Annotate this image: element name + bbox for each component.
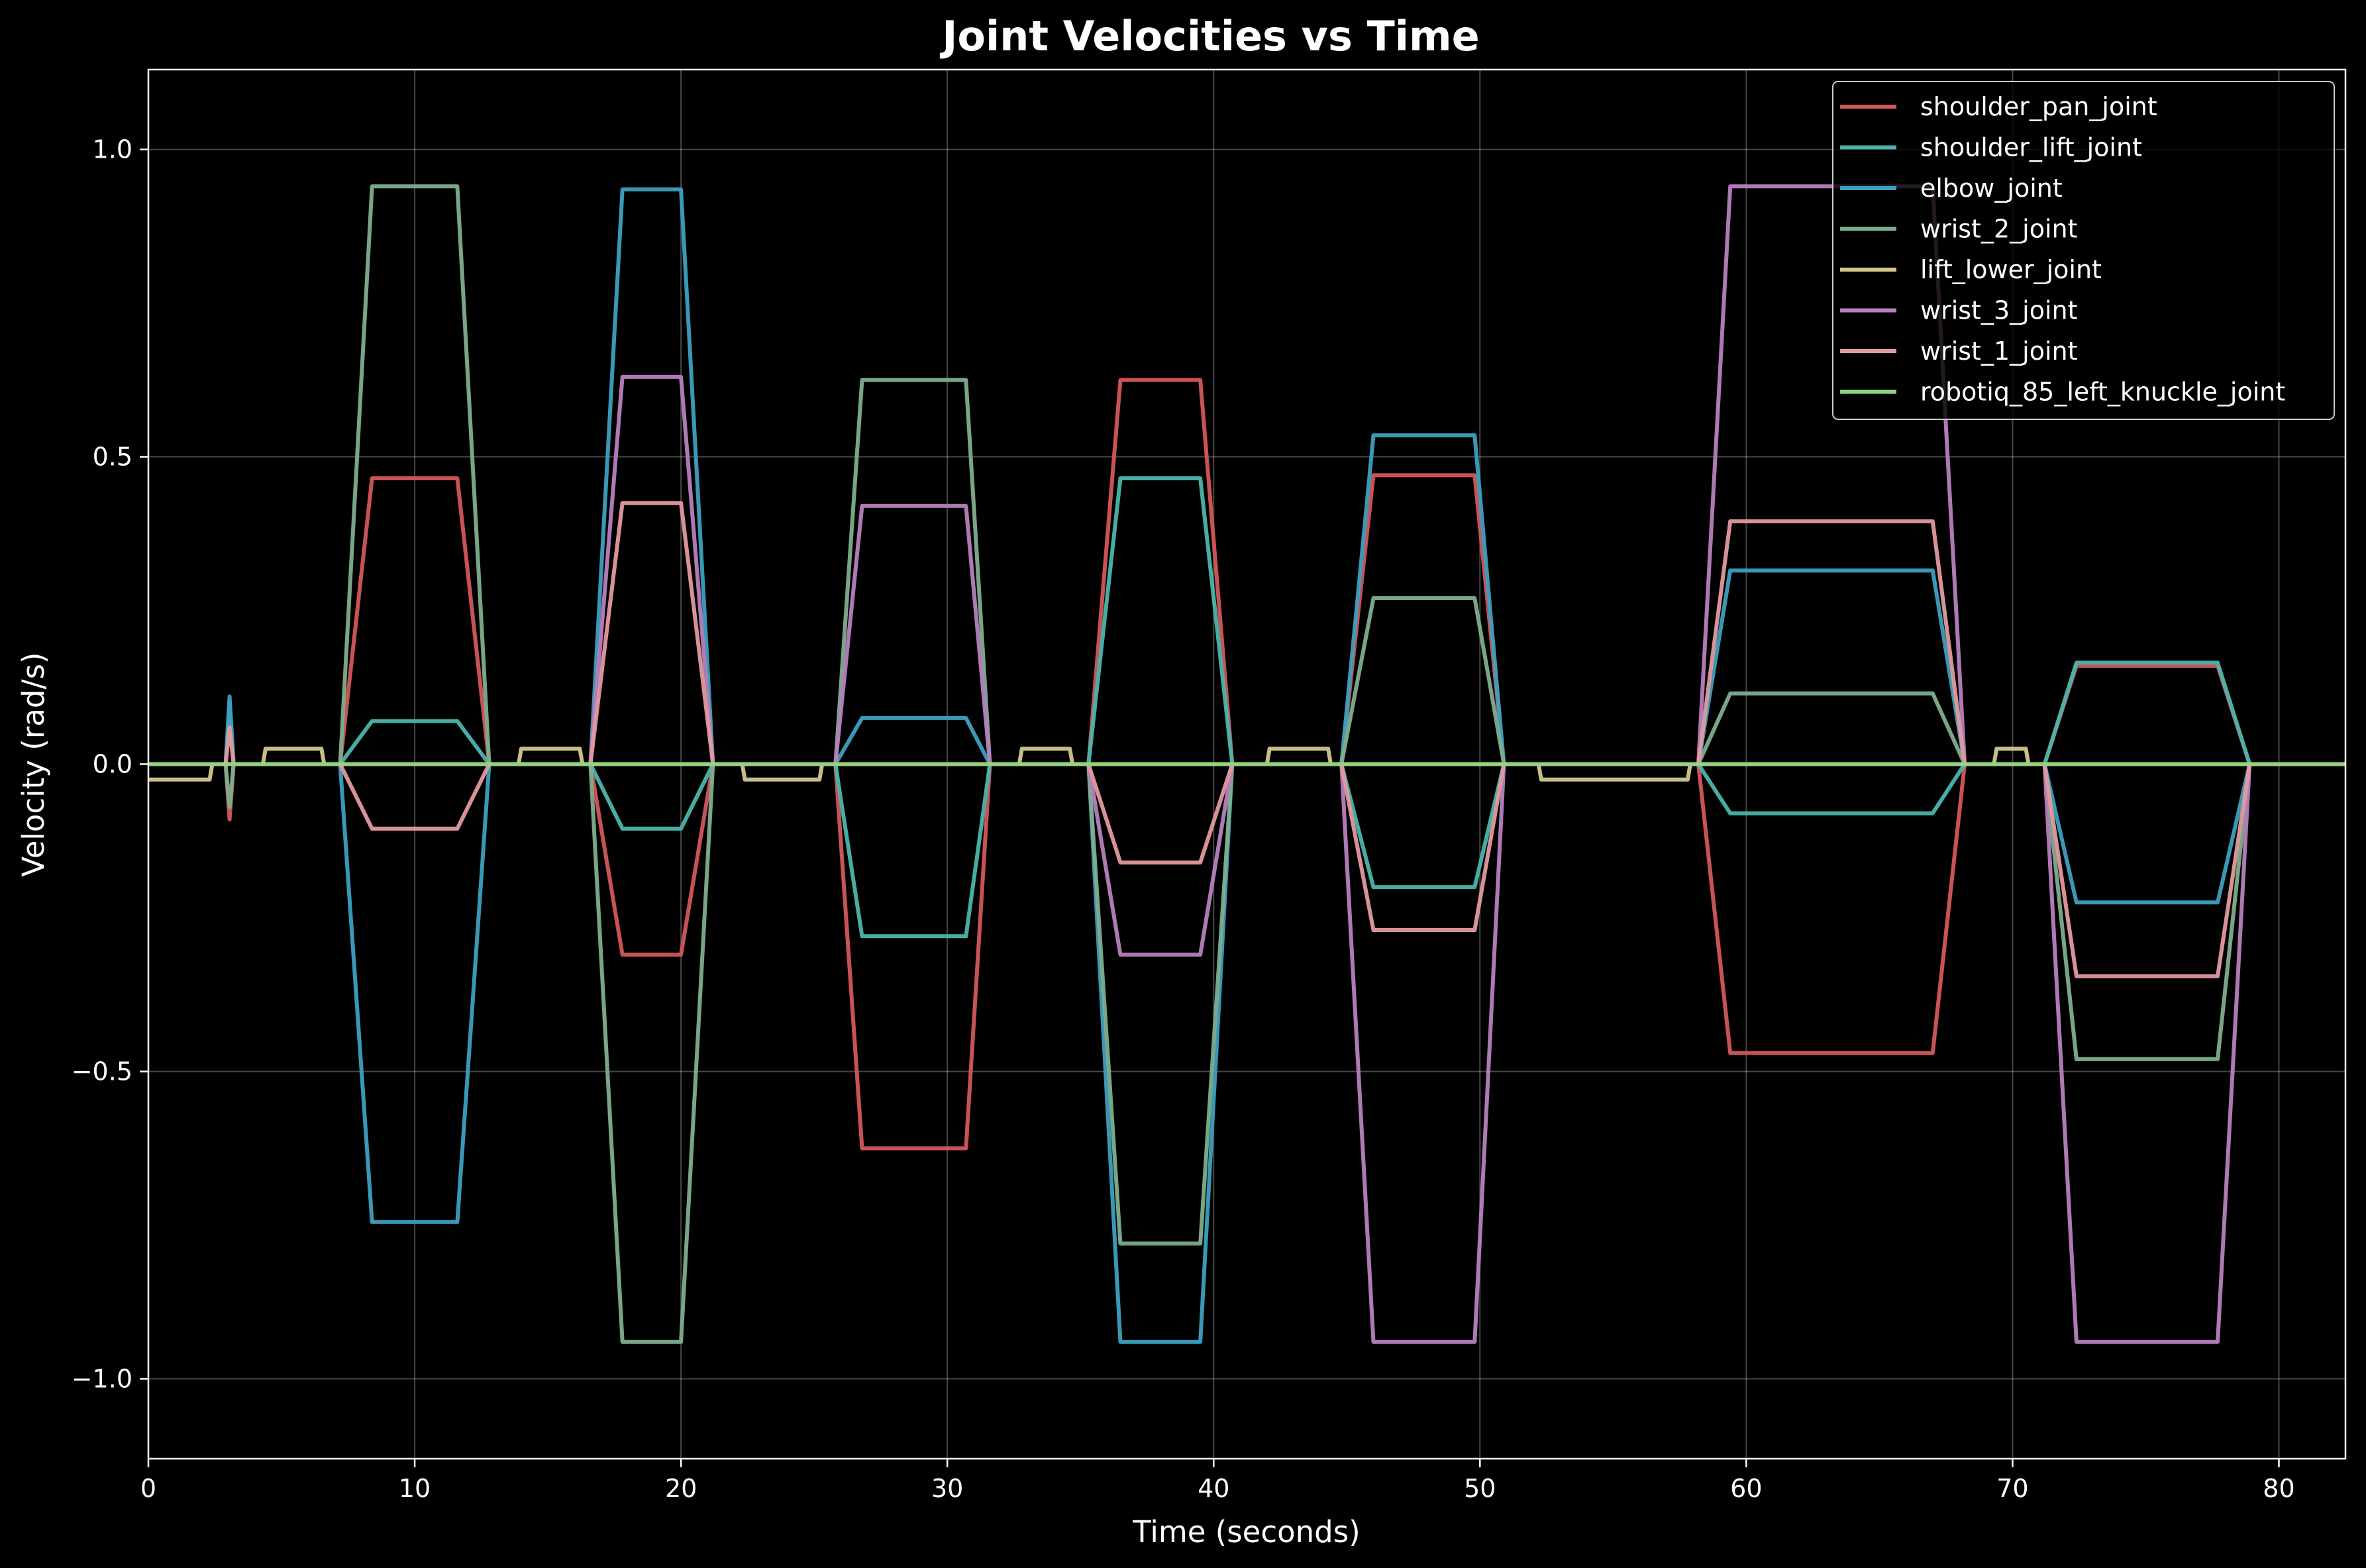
x-tick-label: 10 xyxy=(399,1474,431,1503)
y-axis-ticks: −1.0 −0.5 0.0 0.5 1.0 xyxy=(72,135,148,1393)
x-tick-label: 0 xyxy=(140,1474,156,1503)
legend-label: wrist_2_joint xyxy=(1920,215,2077,244)
y-tick-label: −1.0 xyxy=(72,1364,132,1393)
legend-label: wrist_3_joint xyxy=(1920,296,2077,325)
y-tick-label: −0.5 xyxy=(72,1057,132,1086)
series-layer xyxy=(148,184,2345,1344)
y-tick-label: 1.0 xyxy=(93,135,132,164)
series-line-lift-lower-joint xyxy=(148,747,2345,782)
legend: shoulder_pan_joint shoulder_lift_jointelb… xyxy=(1832,81,2335,420)
x-axis-label: Time (seconds) xyxy=(1132,1514,1360,1549)
y-tick-label: 0.5 xyxy=(93,443,132,472)
legend-label: elbow_joint xyxy=(1920,174,2063,203)
x-tick-label: 60 xyxy=(1730,1474,1762,1503)
y-tick-label: 0.0 xyxy=(93,750,132,779)
chart-title: Joint Velocities vs Time xyxy=(939,12,1479,60)
legend-label: wrist_1_joint xyxy=(1920,337,2077,366)
y-axis-label: Velocity (rad/s) xyxy=(16,652,51,876)
x-tick-label: 30 xyxy=(931,1474,963,1503)
x-tick-label: 80 xyxy=(2263,1474,2294,1503)
legend-label: lift_lower_joint xyxy=(1920,255,2102,284)
x-tick-label: 50 xyxy=(1464,1474,1496,1503)
x-tick-label: 40 xyxy=(1198,1474,1229,1503)
x-tick-label: 70 xyxy=(1996,1474,2028,1503)
legend-label: shoulder_lift_joint xyxy=(1920,133,2142,162)
legend-label: robotiq_85_left_knuckle_joint xyxy=(1920,378,2285,407)
x-axis-ticks: 0 10 20 30 40 50 60 70 80 xyxy=(140,1459,2295,1503)
legend-box xyxy=(1832,81,2335,420)
legend-label: shoulder_pan_joint xyxy=(1920,92,2157,121)
x-tick-label: 20 xyxy=(665,1474,697,1503)
